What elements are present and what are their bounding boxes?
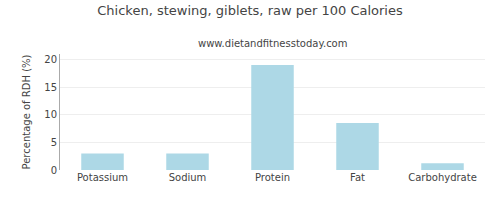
svg-text:20: 20 xyxy=(44,54,57,65)
svg-text:0: 0 xyxy=(51,165,57,176)
svg-text:Protein: Protein xyxy=(255,172,290,183)
svg-text:Carbohydrate: Carbohydrate xyxy=(408,172,477,183)
svg-text:Potassium: Potassium xyxy=(77,172,128,183)
svg-text:www.dietandfitnesstoday.com: www.dietandfitnesstoday.com xyxy=(198,38,347,49)
svg-text:Percentage of RDH (%): Percentage of RDH (%) xyxy=(21,54,32,169)
svg-text:Fat: Fat xyxy=(350,172,365,183)
svg-text:5: 5 xyxy=(51,137,57,148)
svg-text:Chicken, stewing, giblets, raw: Chicken, stewing, giblets, raw per 100 C… xyxy=(97,3,403,18)
svg-text:Sodium: Sodium xyxy=(169,172,207,183)
svg-text:15: 15 xyxy=(44,82,57,93)
svg-text:10: 10 xyxy=(44,109,57,120)
